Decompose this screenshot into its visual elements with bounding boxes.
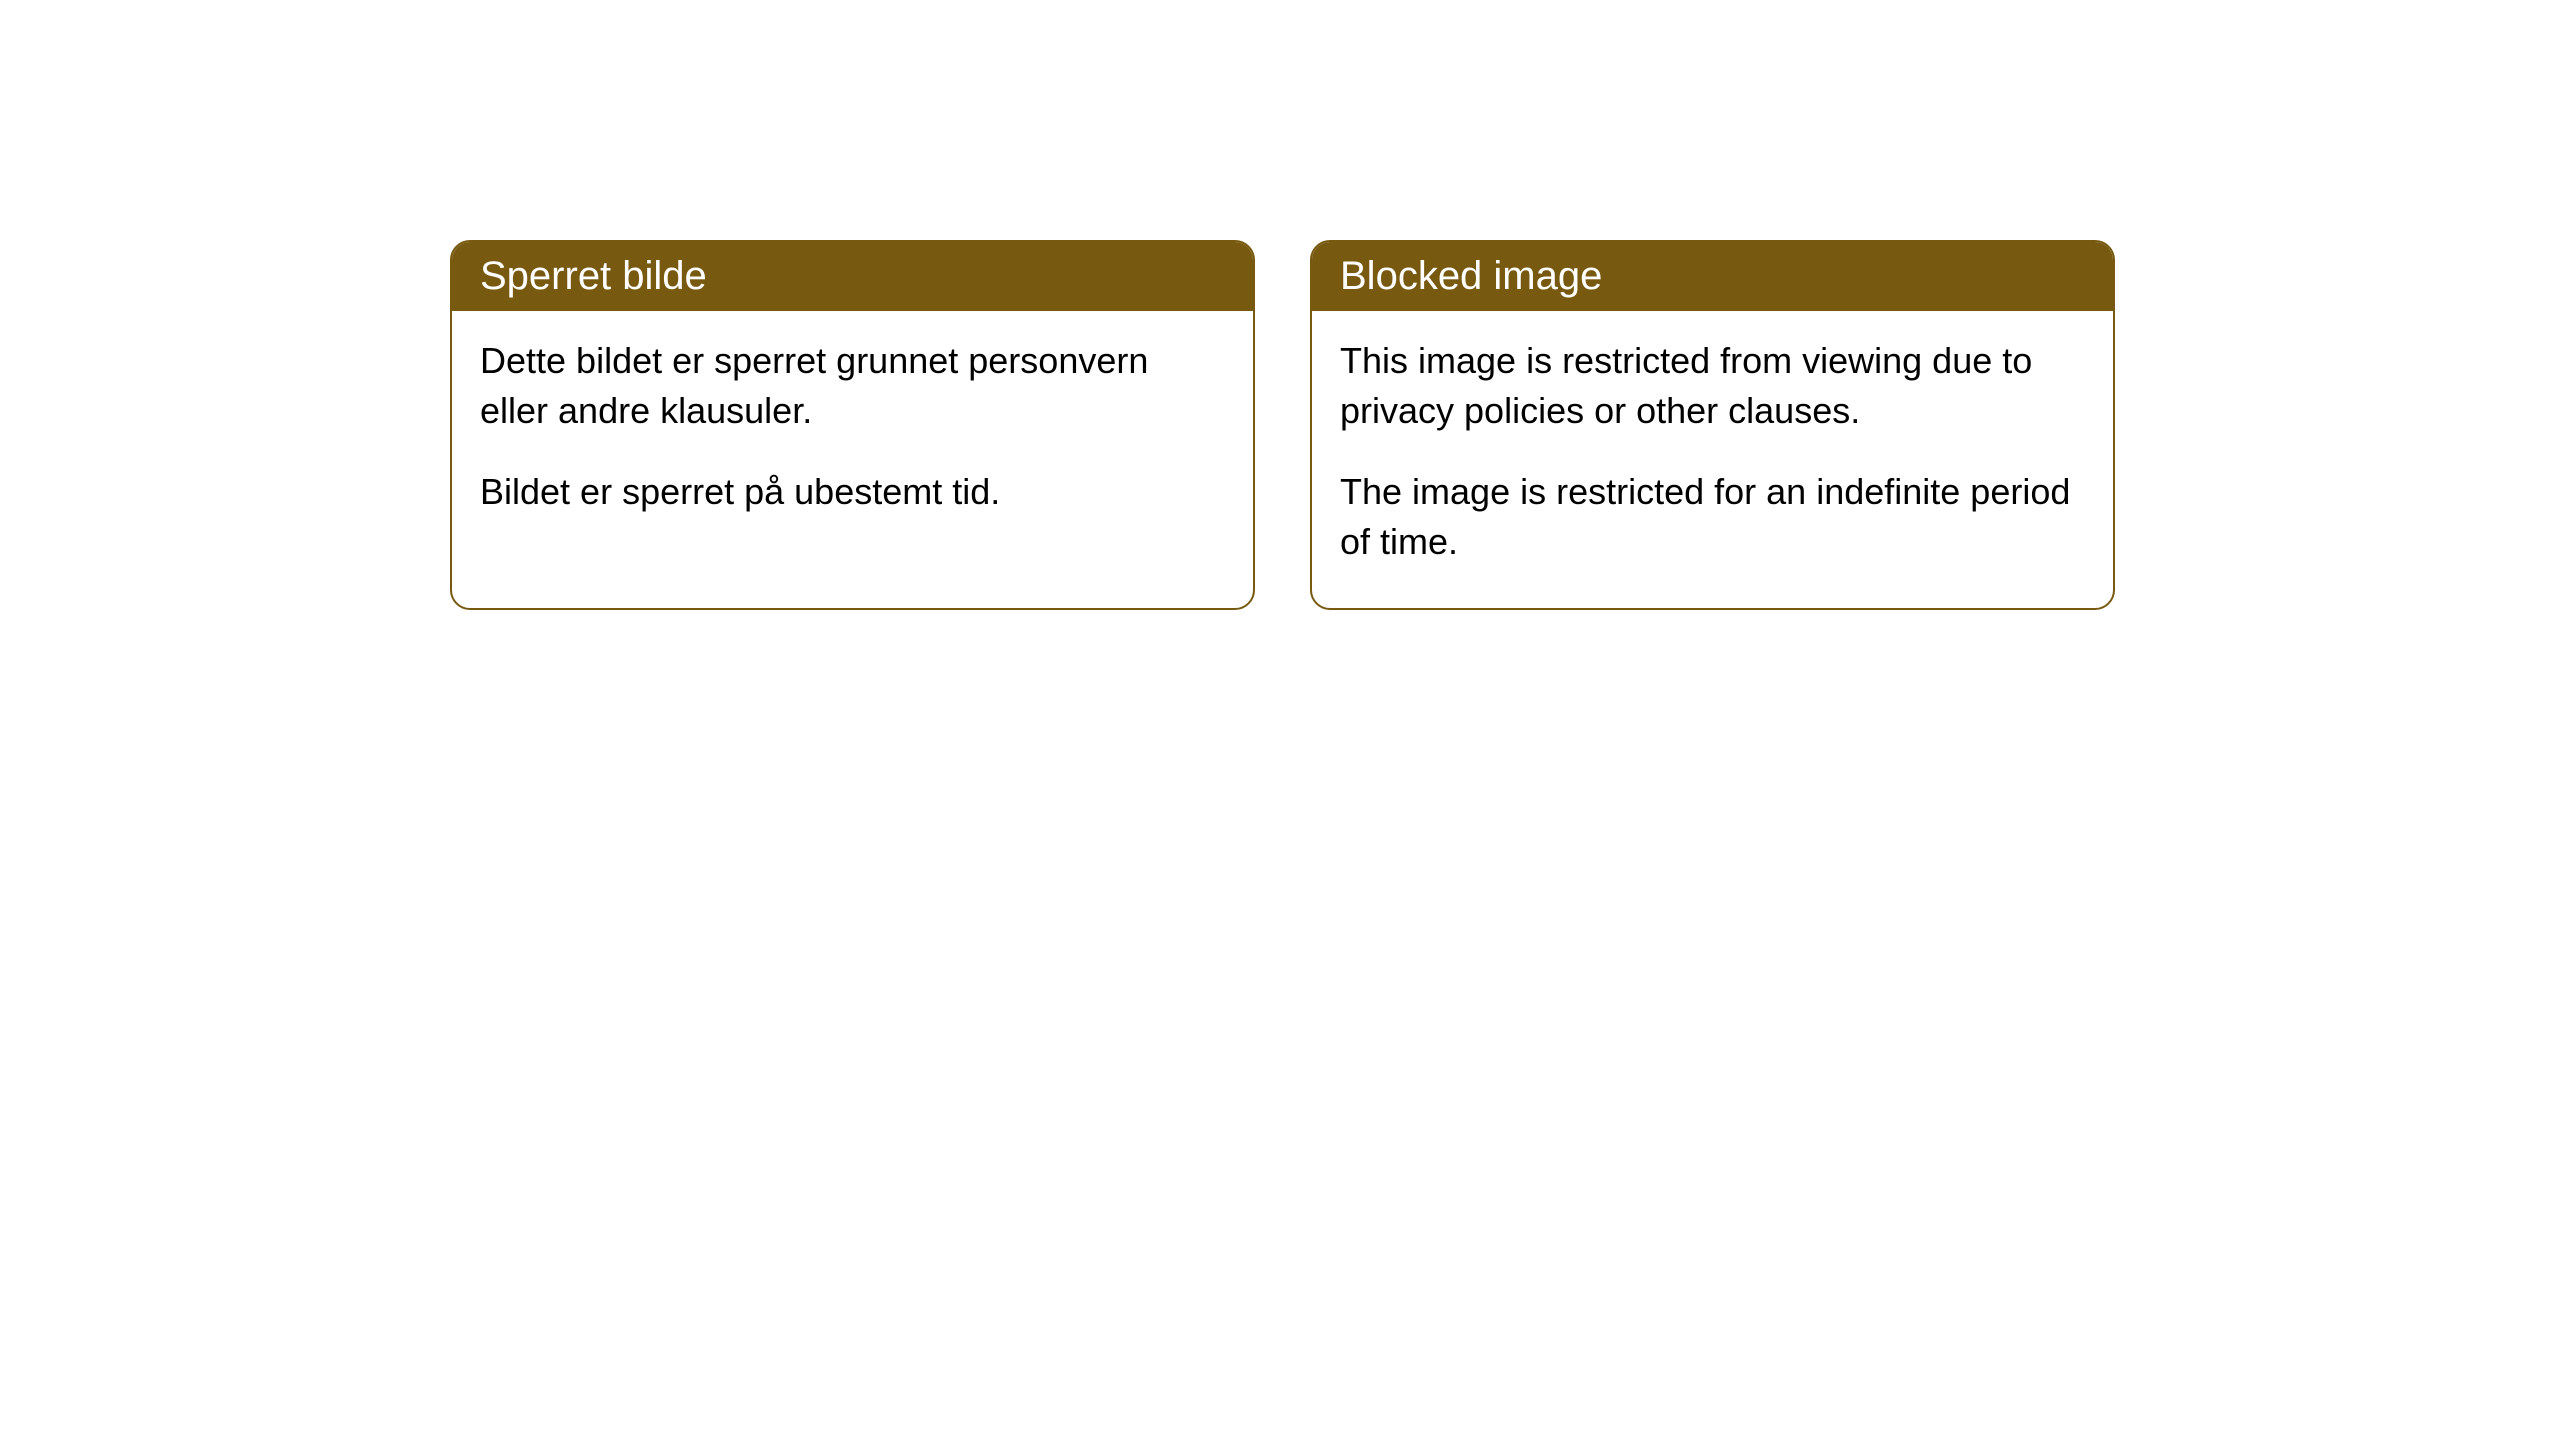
card-header-english: Blocked image (1312, 242, 2113, 311)
card-paragraph: This image is restricted from viewing du… (1340, 336, 2085, 437)
notice-cards-container: Sperret bilde Dette bildet er sperret gr… (0, 0, 2560, 610)
blocked-image-card-english: Blocked image This image is restricted f… (1310, 240, 2115, 610)
card-paragraph: Dette bildet er sperret grunnet personve… (480, 336, 1225, 437)
card-body-english: This image is restricted from viewing du… (1312, 311, 2113, 608)
card-header-norwegian: Sperret bilde (452, 242, 1253, 311)
card-paragraph: Bildet er sperret på ubestemt tid. (480, 467, 1225, 517)
card-paragraph: The image is restricted for an indefinit… (1340, 467, 2085, 568)
card-body-norwegian: Dette bildet er sperret grunnet personve… (452, 311, 1253, 557)
blocked-image-card-norwegian: Sperret bilde Dette bildet er sperret gr… (450, 240, 1255, 610)
